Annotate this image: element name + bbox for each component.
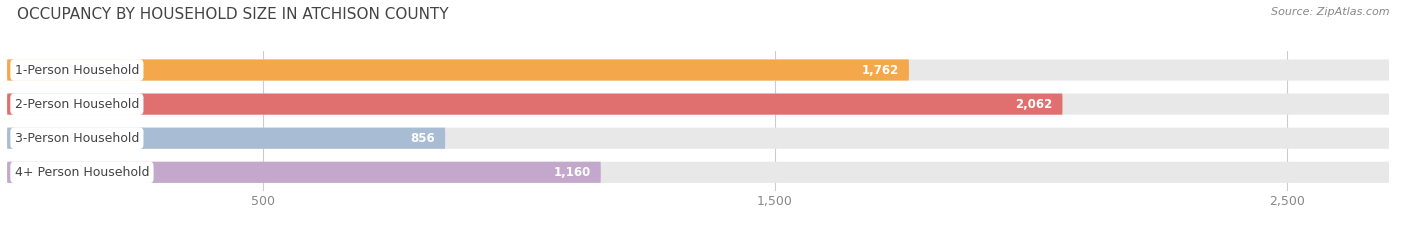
FancyBboxPatch shape xyxy=(7,128,1389,149)
Text: OCCUPANCY BY HOUSEHOLD SIZE IN ATCHISON COUNTY: OCCUPANCY BY HOUSEHOLD SIZE IN ATCHISON … xyxy=(17,7,449,22)
Text: 1-Person Household: 1-Person Household xyxy=(14,64,139,76)
FancyBboxPatch shape xyxy=(7,59,908,81)
Text: 856: 856 xyxy=(411,132,434,145)
Text: 2,062: 2,062 xyxy=(1015,98,1052,111)
Text: 1,762: 1,762 xyxy=(862,64,898,76)
FancyBboxPatch shape xyxy=(7,93,1389,115)
Text: 1,160: 1,160 xyxy=(554,166,591,179)
Text: 2-Person Household: 2-Person Household xyxy=(14,98,139,111)
Text: 3-Person Household: 3-Person Household xyxy=(14,132,139,145)
FancyBboxPatch shape xyxy=(7,93,1063,115)
FancyBboxPatch shape xyxy=(7,128,446,149)
FancyBboxPatch shape xyxy=(7,162,600,183)
FancyBboxPatch shape xyxy=(7,162,1389,183)
Text: 4+ Person Household: 4+ Person Household xyxy=(14,166,149,179)
Text: Source: ZipAtlas.com: Source: ZipAtlas.com xyxy=(1271,7,1389,17)
FancyBboxPatch shape xyxy=(7,59,1389,81)
